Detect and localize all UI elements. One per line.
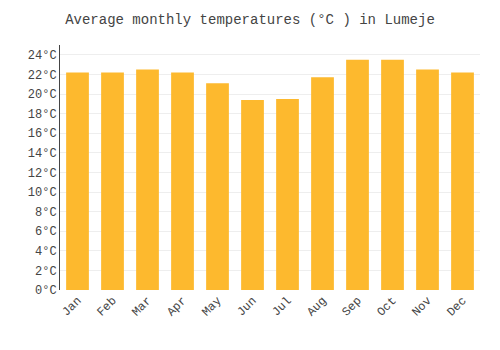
svg-text:14°C: 14°C <box>28 147 57 161</box>
svg-text:Mar: Mar <box>129 294 154 319</box>
svg-text:May: May <box>199 294 224 319</box>
svg-text:Sep: Sep <box>339 294 364 319</box>
svg-text:12°C: 12°C <box>28 167 57 181</box>
svg-text:Dec: Dec <box>444 294 469 319</box>
svg-text:22°C: 22°C <box>28 69 57 83</box>
svg-text:Jan: Jan <box>59 294 84 319</box>
svg-text:Apr: Apr <box>164 294 189 319</box>
svg-text:20°C: 20°C <box>28 88 57 102</box>
svg-text:2°C: 2°C <box>35 265 57 279</box>
svg-text:Jun: Jun <box>234 294 259 319</box>
svg-text:24°C: 24°C <box>28 49 57 63</box>
svg-text:4°C: 4°C <box>35 245 57 259</box>
svg-text:16°C: 16°C <box>28 127 57 141</box>
svg-text:10°C: 10°C <box>28 186 57 200</box>
svg-text:Aug: Aug <box>304 294 329 319</box>
svg-text:8°C: 8°C <box>35 206 57 220</box>
svg-text:Average monthly temperatures (: Average monthly temperatures (°C ) in Lu… <box>65 12 435 28</box>
svg-text:0°C: 0°C <box>35 284 57 298</box>
svg-text:Nov: Nov <box>409 294 434 319</box>
svg-text:6°C: 6°C <box>35 225 57 239</box>
svg-text:Oct: Oct <box>374 294 399 319</box>
svg-text:Feb: Feb <box>94 294 119 319</box>
svg-text:Jul: Jul <box>269 294 294 319</box>
svg-text:18°C: 18°C <box>28 108 57 122</box>
